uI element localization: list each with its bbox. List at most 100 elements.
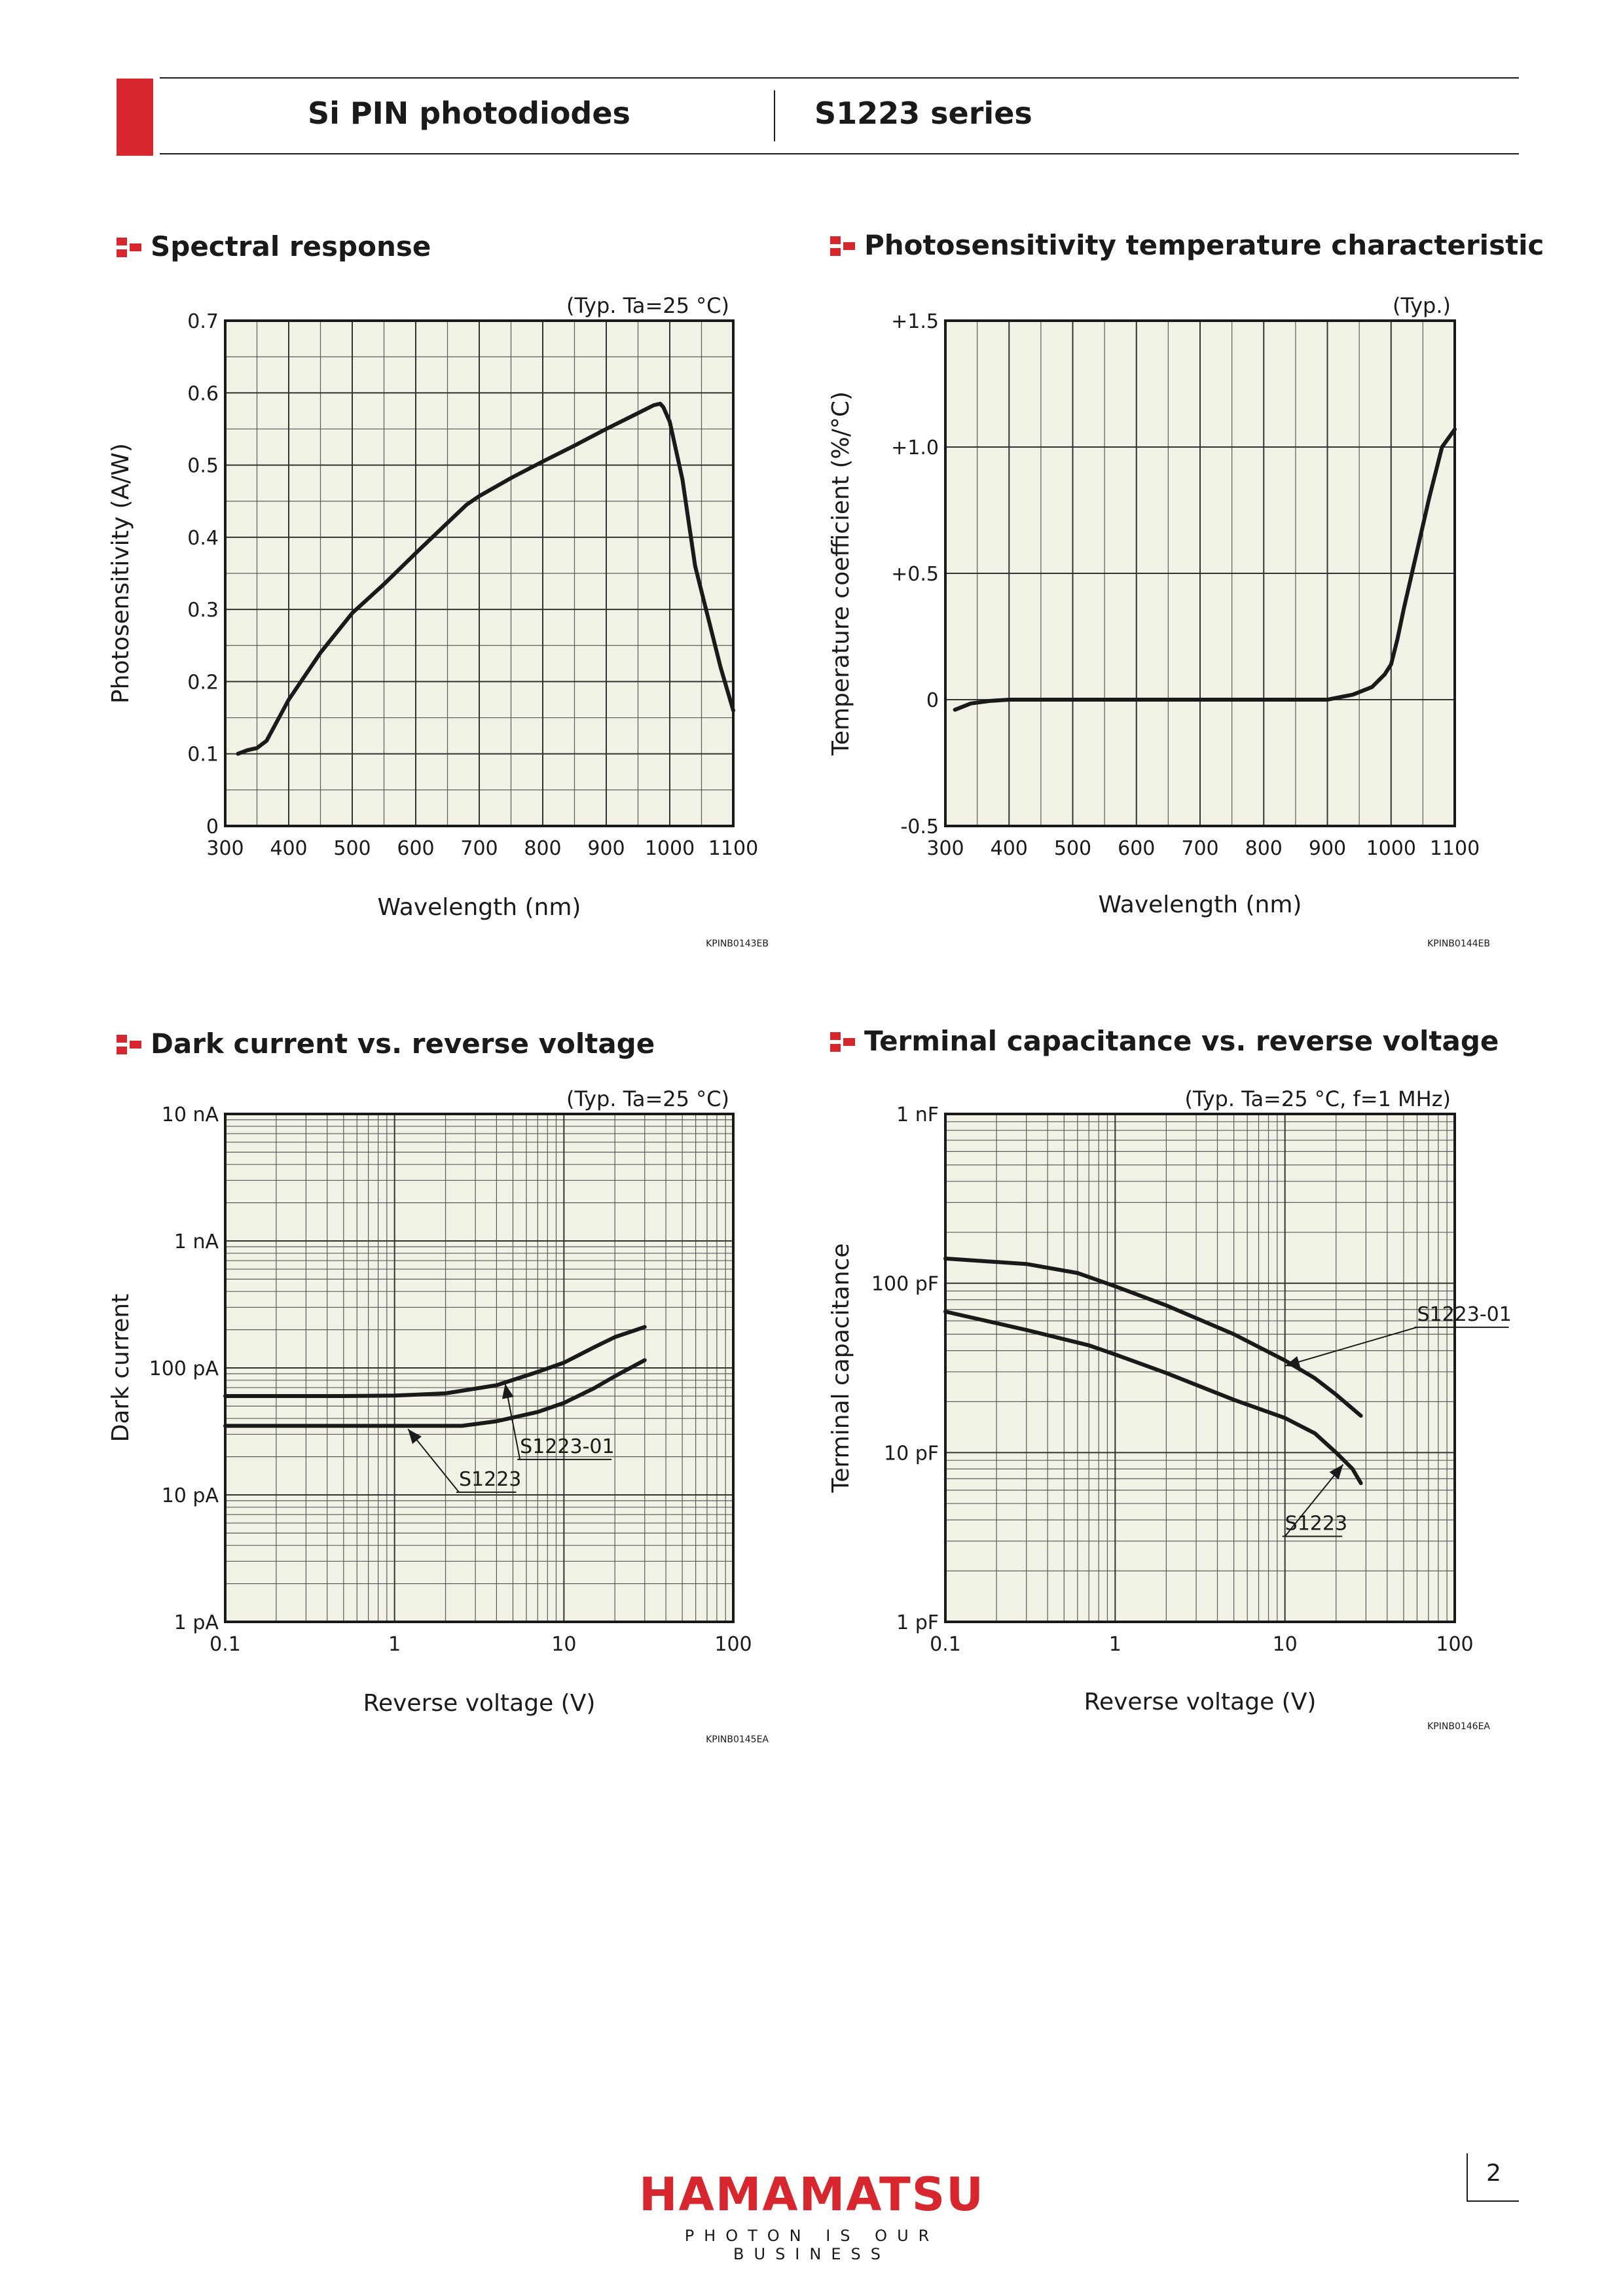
capacitance-plot-area: [945, 1114, 1455, 1622]
section-title-text: Dark current vs. reverse voltage: [151, 1028, 655, 1060]
capacitance-annotation-leader: [1284, 1463, 1344, 1537]
capacitance-annotation-arrow-icon: [1285, 1356, 1301, 1368]
tempcoef-ytick-label: +1.0: [891, 437, 939, 459]
tempcoef-xtick-label: 300: [926, 837, 964, 860]
tempcoef-y-axis-label: Temperature coefficient (%/°C): [828, 391, 854, 756]
darkcurrent-series-s1223-01: [223, 1325, 647, 1398]
tempcoef-frame: [944, 319, 1456, 827]
logo-tagline: PHOTON IS OUR BUSINESS: [684, 2227, 939, 2263]
spectral-ytick-label: 0: [206, 816, 219, 838]
spectral-frame: [224, 319, 735, 827]
section-title-text: Spectral response: [151, 230, 431, 262]
spectral-condition-label: (Typ. Ta=25 °C): [566, 293, 729, 318]
spectral-ytick-label: 0.3: [187, 599, 219, 622]
tempcoef-ytick-label: 0: [926, 689, 939, 712]
darkcurrent-annotation-arrow-icon: [502, 1384, 514, 1399]
darkcurrent-annotation-arrow-icon: [408, 1429, 422, 1444]
spectral-xtick-label: 700: [460, 837, 498, 860]
capacitance-figure-code: KPINB0146EA: [1427, 1721, 1490, 1732]
capacitance-annotation-leader: [1285, 1326, 1417, 1367]
darkcurrent-figure-code: KPINB0145EA: [706, 1734, 769, 1745]
tempcoef-xtick-label: 600: [1118, 837, 1155, 860]
spectral-xtick-label: 300: [206, 837, 244, 860]
darkcurrent-xtick-label: 0.1: [210, 1633, 241, 1656]
capacitance-xtick-label: 0.1: [930, 1633, 961, 1656]
capacitance-ytick-label: 10 pF: [884, 1442, 939, 1465]
section-bullet-icon: [830, 1032, 855, 1052]
page-number-divider: [1467, 2153, 1468, 2200]
spectral-ytick-label: 0.5: [187, 455, 219, 478]
tempcoef-xtick-label: 900: [1309, 837, 1346, 860]
tempcoef-xtick-label: 400: [991, 837, 1028, 860]
spectral-xtick-label: 500: [333, 837, 371, 860]
spectral-x-axis-label: Wavelength (nm): [378, 894, 581, 921]
darkcurrent-series-s1223: [223, 1358, 647, 1428]
capacitance-ytick-label: 1 nF: [896, 1103, 939, 1126]
capacitance-y-axis-label: Terminal capacitance: [828, 1243, 854, 1493]
darkcurrent-frame: [224, 1113, 735, 1623]
spectral-ytick-label: 0.1: [187, 744, 219, 766]
capacitance-series-s1223: [943, 1310, 1363, 1485]
capacitance-condition-label: (Typ. Ta=25 °C, f=1 MHz): [1185, 1086, 1451, 1111]
darkcurrent-ytick-label: 1 pA: [174, 1611, 219, 1634]
capacitance-series-s1223-01: [943, 1256, 1363, 1418]
section-bullet-icon: [117, 1035, 141, 1054]
tempcoef-condition-label: (Typ.): [1393, 293, 1451, 318]
tempcoef-figure-code: KPINB0144EB: [1427, 939, 1490, 949]
page-number: 2: [1486, 2160, 1501, 2187]
capacitance-frame: [944, 1113, 1456, 1623]
capacitance-ytick-label: 100 pF: [871, 1273, 939, 1296]
spectral-ytick-label: 0.7: [187, 310, 219, 333]
tempcoef-ytick-label: -0.5: [900, 816, 939, 838]
darkcurrent-ytick-label: 10 pA: [162, 1484, 219, 1507]
darkcurrent-annotation-label: S1223-01: [520, 1435, 614, 1458]
darkcurrent-ytick-label: 10 nA: [162, 1103, 219, 1126]
tempcoef-ytick-label: +0.5: [891, 563, 939, 586]
darkcurrent-xtick-label: 10: [551, 1633, 576, 1656]
section-bullet-icon: [830, 236, 855, 256]
capacitance-grid: [945, 1114, 1455, 1622]
capacitance-x-axis-label: Reverse voltage (V): [1084, 1689, 1317, 1715]
tempcoef-xtick-label: 1100: [1430, 837, 1480, 860]
spectral-y-axis-label: Photosensitivity (A/W): [107, 443, 134, 704]
spectral-ytick-label: 0.2: [187, 671, 219, 694]
darkcurrent-xtick-label: 1: [388, 1633, 401, 1656]
spectral-ytick-label: 0.4: [187, 527, 219, 550]
capacitance-ytick-label: 1 pF: [896, 1611, 939, 1634]
section-title-capacitance: Terminal capacitance vs. reverse voltage: [830, 1025, 1499, 1057]
spectral-xtick-label: 800: [524, 837, 561, 860]
darkcurrent-xtick-label: 100: [714, 1633, 752, 1656]
tempcoef-x-axis-label: Wavelength (nm): [1099, 891, 1302, 918]
capacitance-xtick-label: 1: [1109, 1633, 1122, 1656]
darkcurrent-y-axis-label: Dark current: [107, 1294, 134, 1443]
darkcurrent-x-axis-label: Reverse voltage (V): [363, 1690, 596, 1717]
section-title-spectral: Spectral response: [117, 230, 431, 262]
header-accent-bar: [117, 79, 153, 156]
tempcoef-ytick-label: +1.5: [891, 310, 939, 333]
tempcoef-xtick-label: 700: [1181, 837, 1218, 860]
tempcoef-series-curve0: [953, 427, 1457, 712]
section-title-text: Terminal capacitance vs. reverse voltage: [864, 1025, 1499, 1057]
spectral-xtick-label: 1100: [708, 837, 758, 860]
spectral-xtick-label: 400: [270, 837, 307, 860]
spectral-xtick-label: 600: [397, 837, 434, 860]
spectral-series-curve0: [236, 401, 735, 756]
capacitance-annotation-arrow-icon: [1329, 1464, 1343, 1480]
section-bullet-icon: [117, 238, 141, 257]
spectral-ytick-label: 0.6: [187, 382, 219, 405]
section-title-darkcurrent: Dark current vs. reverse voltage: [117, 1028, 655, 1060]
hamamatsu-logo: HAMAMATSU PHOTON IS OUR BUSINESS: [615, 2172, 1008, 2263]
header-divider: [774, 90, 775, 141]
section-title-text: Photosensitivity temperature characteris…: [864, 229, 1544, 261]
header-product-family: Si PIN photodiodes: [308, 96, 630, 131]
tempcoef-xtick-label: 1000: [1366, 837, 1416, 860]
spectral-grid-major: [225, 320, 734, 827]
spectral-figure-code: KPINB0143EB: [706, 939, 769, 949]
tempcoef-xtick-label: 800: [1245, 837, 1283, 860]
darkcurrent-annotation-label: S1223: [459, 1468, 521, 1491]
header-bottom-rule: [160, 153, 1519, 154]
spectral-xtick-label: 900: [587, 837, 625, 860]
capacitance-annotation-label: S1223: [1285, 1512, 1347, 1535]
page-number-rule: [1467, 2200, 1519, 2202]
